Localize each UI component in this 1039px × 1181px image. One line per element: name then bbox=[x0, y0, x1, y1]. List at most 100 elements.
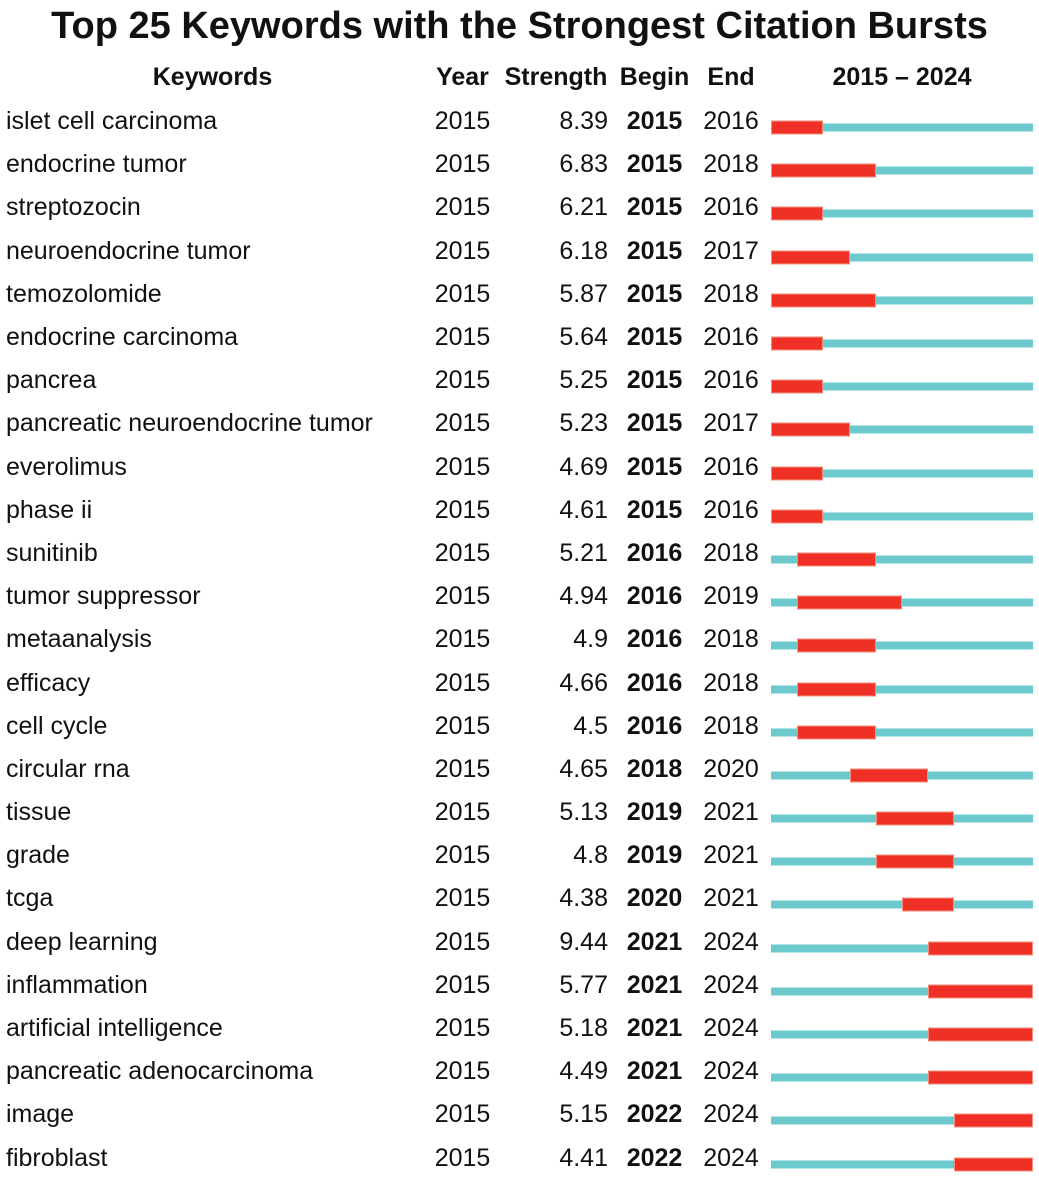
table-row: cell cycle 2015 4.5 2016 2018 bbox=[0, 705, 1039, 748]
timeline-track bbox=[771, 466, 1033, 481]
timeline-track bbox=[771, 1027, 1033, 1042]
timeline-baseline-bar bbox=[771, 1160, 1033, 1169]
year-cell: 2015 bbox=[434, 927, 491, 956]
table-row: temozolomide 2015 5.87 2015 2018 bbox=[0, 273, 1039, 316]
table-row: endocrine tumor 2015 6.83 2015 2018 bbox=[0, 143, 1039, 186]
timeline-track bbox=[771, 854, 1033, 869]
strength-cell: 4.49 bbox=[559, 1057, 608, 1086]
begin-cell: 2016 bbox=[626, 538, 683, 567]
burst-bar bbox=[797, 595, 902, 610]
strength-cell: 8.39 bbox=[559, 107, 608, 136]
strength-cell: 5.15 bbox=[559, 1100, 608, 1129]
burst-timeline-cell bbox=[765, 748, 1039, 791]
burst-timeline-cell bbox=[765, 273, 1039, 316]
table-row: inflammation 2015 5.77 2021 2024 bbox=[0, 964, 1039, 1007]
burst-bar bbox=[771, 422, 850, 437]
timeline-track bbox=[771, 379, 1033, 394]
begin-cell: 2019 bbox=[626, 798, 683, 827]
timeline-track bbox=[771, 638, 1033, 653]
end-cell: 2018 bbox=[703, 279, 759, 308]
keyword-cell: temozolomide bbox=[6, 279, 162, 308]
timeline-track bbox=[771, 811, 1033, 826]
table-row: artificial intelligence 2015 5.18 2021 2… bbox=[0, 1007, 1039, 1050]
burst-bar bbox=[771, 293, 876, 308]
year-cell: 2015 bbox=[434, 193, 491, 222]
keyword-cell: tcga bbox=[6, 884, 54, 913]
end-cell: 2021 bbox=[703, 841, 759, 870]
burst-bar bbox=[797, 682, 876, 697]
year-cell: 2015 bbox=[434, 798, 491, 827]
begin-cell: 2016 bbox=[626, 582, 683, 611]
strength-cell: 5.25 bbox=[559, 366, 608, 395]
year-cell: 2015 bbox=[434, 236, 491, 265]
burst-timeline-cell bbox=[765, 489, 1039, 532]
timeline-baseline-bar bbox=[771, 512, 1033, 521]
keyword-cell: tumor suppressor bbox=[6, 582, 201, 611]
begin-cell: 2021 bbox=[626, 1057, 683, 1086]
keyword-cell: islet cell carcinoma bbox=[6, 107, 218, 136]
timeline-baseline-bar bbox=[771, 469, 1033, 478]
timeline-track bbox=[771, 682, 1033, 697]
timeline-track bbox=[771, 163, 1033, 178]
begin-cell: 2015 bbox=[626, 150, 683, 179]
year-cell: 2015 bbox=[434, 884, 491, 913]
timeline-track bbox=[771, 250, 1033, 265]
timeline-track bbox=[771, 120, 1033, 135]
burst-timeline-cell bbox=[765, 964, 1039, 1007]
year-cell: 2015 bbox=[434, 495, 491, 524]
table-row: tissue 2015 5.13 2019 2021 bbox=[0, 791, 1039, 834]
timeline-track bbox=[771, 206, 1033, 221]
begin-cell: 2015 bbox=[626, 279, 683, 308]
table-row: grade 2015 4.8 2019 2021 bbox=[0, 834, 1039, 877]
keyword-cell: circular rna bbox=[6, 754, 130, 783]
begin-cell: 2015 bbox=[626, 323, 683, 352]
burst-timeline-cell bbox=[765, 877, 1039, 920]
burst-timeline-cell bbox=[765, 186, 1039, 229]
burst-timeline-cell bbox=[765, 1007, 1039, 1050]
begin-cell: 2016 bbox=[626, 625, 683, 654]
strength-cell: 4.66 bbox=[559, 668, 608, 697]
begin-cell: 2016 bbox=[626, 711, 683, 740]
begin-cell: 2015 bbox=[626, 366, 683, 395]
keyword-cell: endocrine carcinoma bbox=[6, 323, 239, 352]
year-cell: 2015 bbox=[434, 582, 491, 611]
keyword-cell: neuroendocrine tumor bbox=[6, 236, 251, 265]
year-cell: 2015 bbox=[434, 970, 491, 999]
table-row: phase ii 2015 4.61 2015 2016 bbox=[0, 489, 1039, 532]
header-begin: Begin bbox=[619, 62, 690, 91]
table-row: pancreatic neuroendocrine tumor 2015 5.2… bbox=[0, 402, 1039, 445]
table-row: islet cell carcinoma 2015 8.39 2015 2016 bbox=[0, 100, 1039, 143]
header-year: Year bbox=[436, 62, 489, 91]
table-row: fibroblast 2015 4.41 2022 2024 bbox=[0, 1137, 1039, 1180]
strength-cell: 6.18 bbox=[559, 236, 608, 265]
end-cell: 2017 bbox=[703, 236, 759, 265]
burst-bar bbox=[928, 984, 1033, 999]
end-cell: 2016 bbox=[703, 495, 759, 524]
strength-cell: 5.77 bbox=[559, 970, 608, 999]
year-cell: 2015 bbox=[434, 323, 491, 352]
begin-cell: 2015 bbox=[626, 409, 683, 438]
burst-bar bbox=[771, 163, 876, 178]
burst-bar bbox=[928, 1070, 1033, 1085]
timeline-baseline-bar bbox=[771, 166, 1033, 175]
timeline-baseline-bar bbox=[771, 123, 1033, 132]
burst-timeline-cell bbox=[765, 316, 1039, 359]
strength-cell: 5.21 bbox=[559, 538, 608, 567]
burst-bar bbox=[928, 1027, 1033, 1042]
burst-bar bbox=[771, 120, 824, 135]
timeline-baseline-bar bbox=[771, 728, 1033, 737]
strength-cell: 5.64 bbox=[559, 323, 608, 352]
keyword-cell: streptozocin bbox=[6, 193, 141, 222]
keyword-cell: pancrea bbox=[6, 366, 97, 395]
end-cell: 2016 bbox=[703, 107, 759, 136]
burst-timeline-cell bbox=[765, 705, 1039, 748]
table-row: image 2015 5.15 2022 2024 bbox=[0, 1093, 1039, 1136]
burst-bar bbox=[771, 509, 824, 524]
keyword-cell: deep learning bbox=[6, 927, 158, 956]
header-keywords: Keywords bbox=[152, 62, 273, 91]
table-header: Keywords Year Strength Begin End 2015 – … bbox=[0, 54, 1039, 100]
begin-cell: 2015 bbox=[626, 452, 683, 481]
strength-cell: 5.18 bbox=[559, 1014, 608, 1043]
timeline-track bbox=[771, 595, 1033, 610]
